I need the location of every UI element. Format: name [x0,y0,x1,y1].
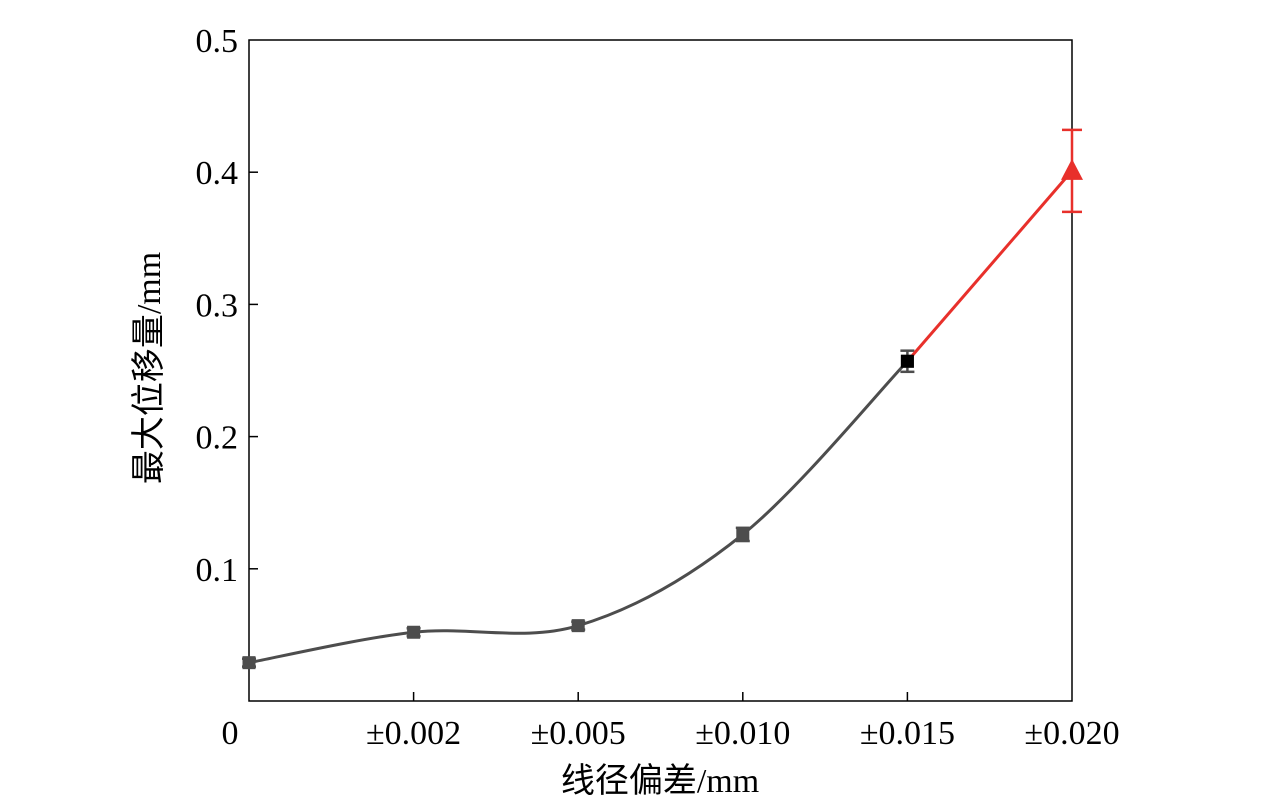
x-tick-label: ±0.010 [695,715,790,752]
data-point [1061,158,1083,180]
data-point [407,625,421,639]
y-tick-label: 0.2 [196,420,239,457]
y-tick-label: 0.4 [196,155,239,192]
x-tick-label: ±0.005 [531,715,626,752]
plot-frame [248,39,1073,702]
data-point [242,656,256,670]
data-point-highlight [900,354,914,368]
y-tick-label: 0.1 [196,552,239,589]
data-point [571,619,585,633]
y-tick-label: 0.5 [196,23,239,60]
data-point [736,527,750,541]
x-tick-label: ±0.020 [1024,715,1119,752]
y-tick-label: 0.3 [196,287,239,324]
y-axis-title: 最大位移量/mm [130,252,168,484]
series-line [248,360,909,665]
series-line [906,169,1074,363]
x-tick-label: ±0.002 [366,715,461,752]
x-tick-label: ±0.015 [860,715,955,752]
x-tick-label: 0 [222,715,239,752]
x-axis-title: 线径偏差/mm [561,762,759,800]
